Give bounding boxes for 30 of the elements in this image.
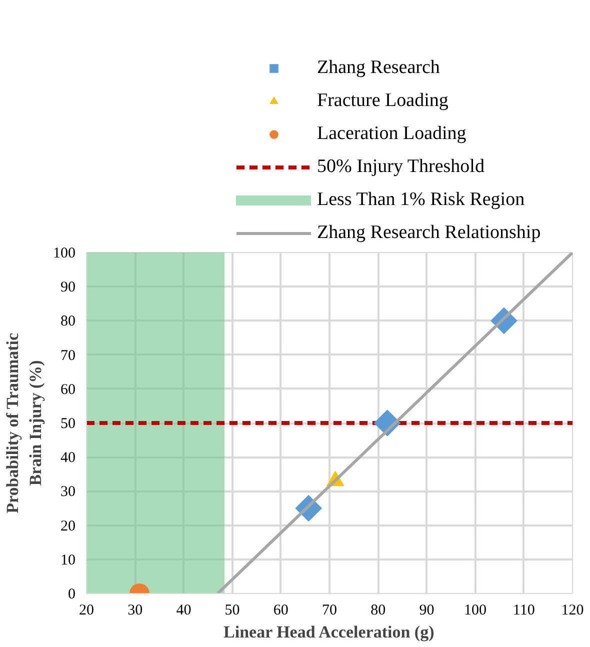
y-tick-label: 90 (60, 280, 76, 296)
y-axis-title: Probability of Traumatic Brain Injury (%) (3, 332, 45, 514)
y-tick-label: 50 (60, 416, 76, 432)
legend-label: Fracture Loading (317, 90, 448, 112)
y-tick-label: 40 (60, 450, 76, 466)
x-axis-title: Linear Head Acceleration (g) (224, 622, 434, 642)
x-tick-label: 40 (176, 602, 192, 618)
legend-label: Zhang Research (317, 57, 440, 79)
legend-label: 50% Injury Threshold (317, 156, 484, 178)
y-tick-label: 80 (60, 314, 76, 330)
y-tick-label: 20 (60, 518, 76, 534)
y-tick-label: 70 (60, 348, 76, 364)
y-tick-label: 30 (60, 484, 76, 500)
legend-label: Laceration Loading (317, 123, 466, 145)
x-tick-label: 50 (224, 602, 240, 618)
x-tick-label: 60 (273, 602, 288, 618)
legend-label: Zhang Research Relationship (317, 222, 541, 244)
x-tick-label: 90 (419, 602, 434, 618)
y-tick-label: 0 (68, 586, 76, 602)
x-tick-label: 70 (322, 602, 337, 618)
x-tick-label: 80 (370, 602, 386, 618)
y-tick-label: 60 (60, 382, 76, 398)
x-tick-label: 100 (464, 602, 487, 618)
y-tick-label: 10 (60, 552, 76, 568)
y-tick-label: 100 (53, 246, 76, 262)
x-tick-label: 30 (128, 602, 143, 618)
x-tick-label: 20 (79, 602, 94, 618)
x-tick-label: 120 (561, 602, 584, 618)
x-tick-label: 110 (512, 602, 535, 618)
legend-label: Less Than 1% Risk Region (317, 189, 525, 211)
